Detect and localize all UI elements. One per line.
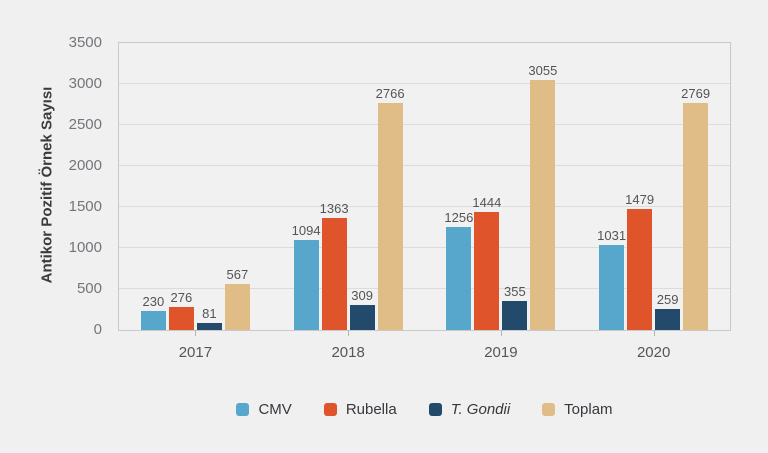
bar-rubella-2020[interactable]: 1479	[625, 192, 654, 330]
bar-value-label: 230	[142, 294, 165, 310]
bar-toplam-2020[interactable]: 2769	[681, 86, 710, 330]
gridline	[119, 165, 730, 166]
bar-value-label: 1094	[291, 223, 321, 239]
legend-item-t-gondii[interactable]: T. Gondii	[428, 400, 511, 418]
y-tick-label: 3500	[68, 34, 102, 51]
legend-item-rubella[interactable]: Rubella	[323, 400, 397, 418]
plot-area: 230 276 81 567 1094 1363 309 2766 1256 1444 355 305…	[118, 42, 731, 331]
x-tick	[195, 330, 197, 336]
bar-value-label: 1256	[444, 210, 474, 226]
gridline	[119, 124, 730, 125]
legend-swatch-toplam	[542, 402, 556, 416]
legend-swatch-t-gondii	[428, 402, 442, 416]
legend-label: T. Gondii	[450, 400, 511, 418]
legend-swatch-cmv	[236, 402, 250, 416]
legend-label: Rubella	[345, 400, 397, 418]
legend-item-cmv[interactable]: CMV	[236, 400, 292, 418]
bar-cmv-2018[interactable]: 1094	[292, 223, 321, 330]
bar-cmv-2020[interactable]: 1031	[597, 228, 626, 330]
bar-value-label: 81	[202, 306, 217, 322]
bar-group-2018: 1094 1363 309 2766	[272, 43, 425, 330]
bar-value-label: 3055	[528, 62, 558, 78]
x-axis-label: 2019	[484, 344, 518, 361]
x-axis-labels: 2017 2018 2019 2020	[119, 344, 730, 364]
y-tick-label: 3000	[68, 75, 102, 92]
bar-group-2020: 1031 1479 259 2769	[577, 43, 730, 330]
gridline	[119, 206, 730, 207]
y-tick-label: 2500	[68, 116, 102, 133]
bar-cmv-2019[interactable]: 1256	[444, 210, 473, 330]
legend-label: Toplam	[564, 400, 613, 418]
bar-value-label: 355	[504, 283, 526, 299]
bar-value-label: 309	[351, 287, 373, 303]
legend: CMV Rubella T. Gondii Toplam	[119, 398, 730, 420]
bar-rubella-2019[interactable]: 1444	[472, 195, 501, 330]
bar-group-2019: 1256 1444 355 3055	[425, 43, 578, 330]
x-tick	[348, 330, 350, 336]
legend-swatch-rubella	[323, 402, 337, 416]
bar-toplam-2018[interactable]: 2766	[376, 86, 405, 330]
bar-t-gondii-2020[interactable]: 259	[655, 292, 681, 330]
y-tick-label: 0	[93, 321, 102, 338]
bar-value-label: 567	[226, 266, 249, 282]
y-tick-label: 500	[76, 280, 102, 297]
bar-rubella-2017[interactable]: 276	[168, 290, 194, 330]
x-axis-label: 2020	[636, 344, 671, 361]
x-axis-ticks	[119, 330, 730, 337]
bar-value-label: 2766	[375, 86, 405, 102]
bar-value-label: 276	[170, 290, 193, 306]
y-tick-label: 2000	[68, 157, 102, 174]
bar-groups: 230 276 81 567 1094 1363 309 2766 1256 1444 355 305…	[119, 43, 730, 330]
gridline	[119, 288, 730, 289]
y-axis-tick-labels: 0 500 1000 1500 2000 2500 3000 3500	[0, 34, 110, 338]
bar-value-label: 1479	[625, 191, 655, 207]
bar-toplam-2019[interactable]: 3055	[528, 63, 557, 330]
x-tick	[500, 330, 502, 336]
x-axis-label: 2018	[331, 344, 365, 361]
y-tick-label: 1000	[68, 239, 102, 256]
x-tick	[653, 330, 655, 336]
bar-value-label: 2769	[681, 85, 711, 101]
bar-rubella-2018[interactable]: 1363	[320, 201, 349, 330]
bar-t-gondii-2018[interactable]: 309	[349, 288, 375, 330]
bar-value-label: 1363	[319, 201, 349, 217]
x-axis-label: 2017	[178, 344, 213, 361]
bar-t-gondii-2019[interactable]: 355	[502, 284, 528, 330]
legend-label: CMV	[258, 400, 292, 418]
bar-toplam-2017[interactable]: 567	[224, 267, 250, 330]
gridline	[119, 83, 730, 84]
legend-item-toplam[interactable]: Toplam	[542, 400, 613, 418]
bar-t-gondii-2017[interactable]: 81	[196, 306, 222, 330]
bar-value-label: 1031	[597, 228, 627, 244]
y-tick-label: 1500	[68, 198, 102, 215]
gridline	[119, 247, 730, 248]
bar-group-2017: 230 276 81 567	[119, 43, 272, 330]
bar-cmv-2017[interactable]: 230	[140, 294, 166, 330]
bar-value-label: 259	[656, 291, 679, 307]
bar-value-label: 1444	[472, 194, 502, 210]
